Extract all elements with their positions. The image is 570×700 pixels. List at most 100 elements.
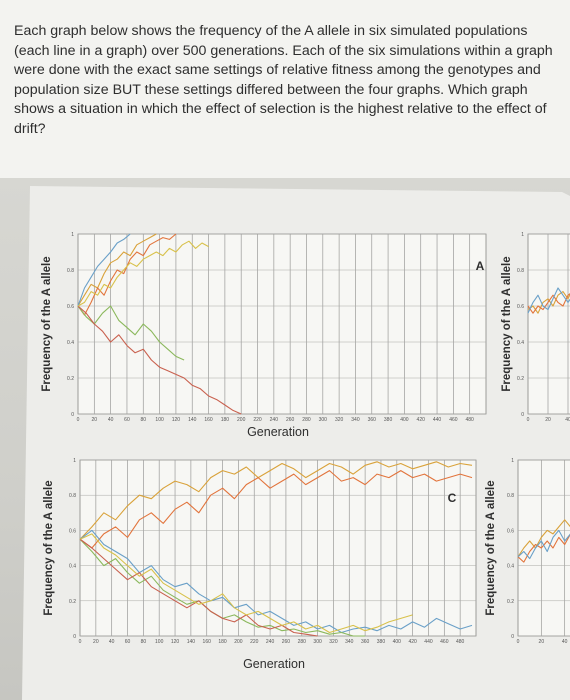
x-tick-label: 280 <box>298 639 307 645</box>
series-line <box>77 240 209 307</box>
x-tick-label: 200 <box>237 417 246 423</box>
series-line <box>79 470 473 549</box>
x-tick-label: 160 <box>204 417 213 423</box>
series-line <box>79 533 413 634</box>
y-tick-label: 0.6 <box>507 528 514 534</box>
y-tick-label: 0.8 <box>67 268 74 274</box>
x-tick-label: 60 <box>125 639 131 645</box>
x-tick-label: 380 <box>377 639 386 645</box>
y-tick-label: 0.4 <box>67 340 74 346</box>
y-tick-label: 0.4 <box>507 564 514 570</box>
x-tick-label: 400 <box>400 417 409 423</box>
question-panel: Each graph below shows the frequency of … <box>0 0 570 178</box>
y-tick-label: 0.2 <box>517 376 524 382</box>
x-tick-label: 360 <box>368 417 377 423</box>
series-line <box>517 519 570 558</box>
x-tick-label: 260 <box>286 417 295 423</box>
series-line <box>517 533 570 563</box>
series-line <box>77 305 242 415</box>
y-axis-label: Frequency of the A allele <box>485 480 497 615</box>
x-tick-label: 420 <box>408 639 417 645</box>
question-text: Each graph below shows the frequency of … <box>14 23 553 137</box>
x-axis-label: Generation <box>243 657 305 671</box>
x-tick-label: 280 <box>302 417 311 423</box>
x-tick-label: 20 <box>539 639 545 645</box>
x-tick-label: 460 <box>449 417 458 423</box>
x-tick-label: 240 <box>270 417 279 423</box>
x-tick-label: 220 <box>253 417 262 423</box>
x-tick-label: 0 <box>527 417 530 423</box>
x-tick-label: 360 <box>361 639 370 645</box>
x-tick-label: 120 <box>171 639 180 645</box>
series-line <box>79 538 318 637</box>
y-tick-label: 0 <box>521 412 524 418</box>
x-tick-label: 200 <box>234 639 243 645</box>
plot-area <box>527 233 570 415</box>
x-tick-label: 340 <box>345 639 354 645</box>
y-tick-label: 0.6 <box>69 528 76 534</box>
x-tick-label: 60 <box>124 417 130 423</box>
x-tick-label: 40 <box>565 417 570 423</box>
x-tick-label: 340 <box>351 417 360 423</box>
y-tick-label: 0 <box>71 412 74 418</box>
y-tick-label: 0.2 <box>69 599 76 605</box>
x-tick-label: 140 <box>187 639 196 645</box>
x-tick-label: 120 <box>172 417 181 423</box>
x-tick-label: 80 <box>141 639 147 645</box>
x-tick-label: 320 <box>329 639 338 645</box>
graphs-figure: 0 20 40 60 80 100 120 140 160 180 200 220 240 260 280 3… <box>22 186 570 700</box>
y-tick-label: 0.2 <box>507 599 514 605</box>
x-tick-label: 20 <box>92 417 98 423</box>
x-tick-label: 220 <box>250 639 259 645</box>
x-tick-label: 40 <box>108 417 114 423</box>
graph-corner-label: C <box>448 491 457 505</box>
y-tick-label: 1 <box>511 458 514 464</box>
x-tick-label: 0 <box>79 639 82 645</box>
x-tick-label: 140 <box>188 417 197 423</box>
graph-corner-label: A <box>476 259 485 273</box>
series-line <box>517 529 570 560</box>
series-line <box>77 233 131 307</box>
chart-a: 0 20 40 60 80 100 120 140 160 180 200 220 240 260 280 3… <box>41 232 487 439</box>
x-tick-label: 40 <box>109 639 115 645</box>
x-tick-label: 20 <box>545 417 551 423</box>
y-tick-label: 1 <box>71 232 74 238</box>
y-tick-label: 1 <box>521 232 524 238</box>
y-axis-label: Frequency of the A allele <box>41 256 53 391</box>
series-line <box>77 305 185 361</box>
y-tick-label: 0.6 <box>67 304 74 310</box>
series-line <box>527 293 570 314</box>
chart-b: 0 20 40 0 0.2 0.4 0.6 0.8 1 Frequency of the A al… <box>501 232 570 423</box>
x-tick-label: 260 <box>282 639 291 645</box>
x-tick-label: 460 <box>440 639 449 645</box>
plot-area <box>517 459 570 637</box>
x-tick-label: 440 <box>424 639 433 645</box>
series-line <box>79 461 473 540</box>
x-tick-label: 400 <box>393 639 402 645</box>
x-tick-label: 100 <box>155 639 164 645</box>
x-tick-label: 240 <box>266 639 275 645</box>
y-tick-label: 0.4 <box>517 340 524 346</box>
chart-c: 0 20 40 60 80 100 120 140 160 180 200 220 240 260 280 3… <box>43 458 477 671</box>
x-tick-label: 100 <box>155 417 164 423</box>
chart-d: 0 20 40 0 0.2 0.4 0.6 0.8 1 Frequency of the A al… <box>485 458 570 645</box>
y-tick-label: 0.8 <box>69 493 76 499</box>
series-line <box>527 291 570 314</box>
graph-photo: 0 20 40 60 80 100 120 140 160 180 200 220 240 260 280 3… <box>0 178 570 700</box>
y-axis-label: Frequency of the A allele <box>501 256 513 391</box>
series-line <box>527 287 570 314</box>
y-tick-label: 0.8 <box>507 493 514 499</box>
x-tick-label: 20 <box>93 639 99 645</box>
y-axis-label: Frequency of the A allele <box>43 480 55 615</box>
x-tick-label: 300 <box>313 639 322 645</box>
x-tick-label: 480 <box>456 639 465 645</box>
plot-area <box>79 459 477 637</box>
x-tick-label: 180 <box>221 417 230 423</box>
y-tick-label: 0.2 <box>67 376 74 382</box>
x-axis-label: Generation <box>247 425 309 439</box>
x-tick-label: 440 <box>433 417 442 423</box>
y-tick-label: 0 <box>511 634 514 640</box>
x-tick-label: 320 <box>335 417 344 423</box>
y-tick-label: 0.6 <box>517 304 524 310</box>
x-tick-label: 380 <box>384 417 393 423</box>
